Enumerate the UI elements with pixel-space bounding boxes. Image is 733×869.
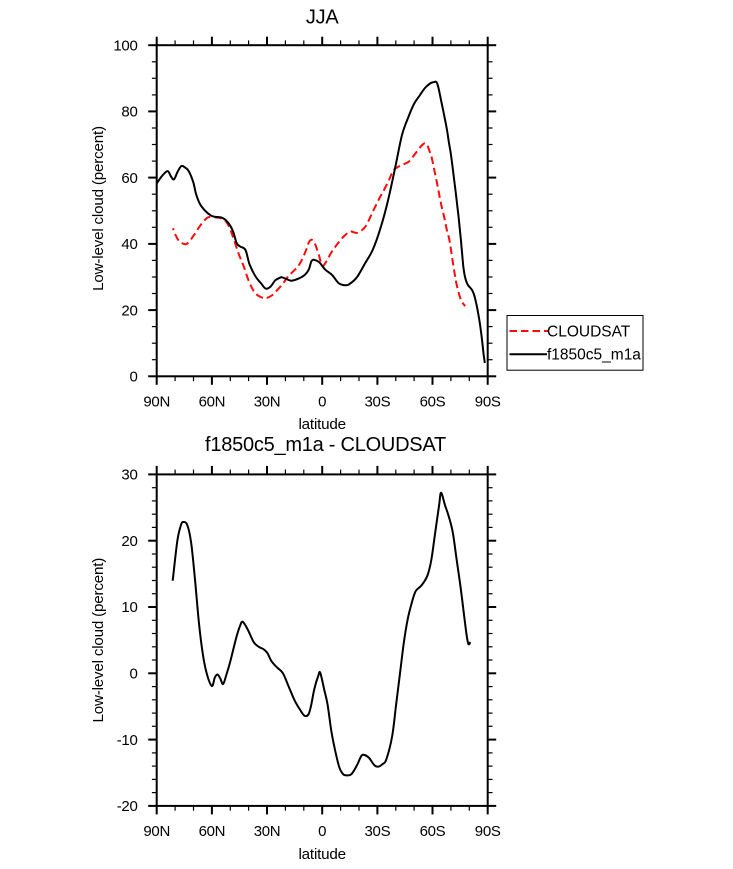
svg-text:20: 20 <box>121 533 137 550</box>
svg-text:latitude: latitude <box>299 416 346 433</box>
svg-text:30S: 30S <box>365 394 391 411</box>
svg-text:90N: 90N <box>143 823 170 840</box>
svg-text:20: 20 <box>121 302 137 319</box>
svg-text:30N: 30N <box>254 823 281 840</box>
svg-text:JJA: JJA <box>306 7 340 29</box>
svg-text:60: 60 <box>121 170 137 187</box>
svg-text:0: 0 <box>318 394 326 411</box>
svg-text:30S: 30S <box>365 823 391 840</box>
svg-text:100: 100 <box>113 37 137 54</box>
svg-text:30N: 30N <box>254 394 281 411</box>
svg-text:f1850c5_m1a - CLOUDSAT: f1850c5_m1a - CLOUDSAT <box>205 434 446 456</box>
svg-text:60N: 60N <box>199 823 226 840</box>
svg-text:0: 0 <box>318 823 326 840</box>
svg-text:-20: -20 <box>117 798 138 815</box>
svg-text:90N: 90N <box>143 394 170 411</box>
svg-text:40: 40 <box>121 236 137 253</box>
svg-text:10: 10 <box>121 599 137 616</box>
svg-text:f1850c5_m1a: f1850c5_m1a <box>547 347 641 364</box>
svg-text:latitude: latitude <box>299 846 346 863</box>
svg-text:90S: 90S <box>475 823 501 840</box>
svg-text:30: 30 <box>121 467 137 484</box>
svg-text:Low-level cloud (percent): Low-level cloud (percent) <box>90 126 107 291</box>
svg-text:0: 0 <box>129 369 137 386</box>
svg-text:60N: 60N <box>199 394 226 411</box>
svg-text:60S: 60S <box>420 823 446 840</box>
svg-text:CLOUDSAT: CLOUDSAT <box>547 323 631 340</box>
svg-text:Low-level cloud (percent): Low-level cloud (percent) <box>90 558 107 723</box>
svg-text:60S: 60S <box>420 394 446 411</box>
svg-text:-10: -10 <box>117 732 138 749</box>
svg-text:80: 80 <box>121 104 137 121</box>
svg-text:90S: 90S <box>475 394 501 411</box>
svg-text:0: 0 <box>129 666 137 683</box>
